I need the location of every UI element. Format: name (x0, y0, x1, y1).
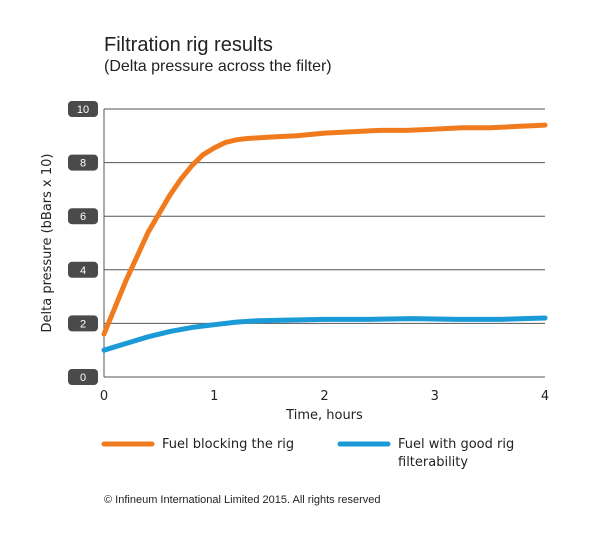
data-point (256, 318, 261, 323)
data-point (212, 322, 217, 327)
data-point (294, 133, 300, 138)
data-point (542, 122, 548, 128)
x-tick-label: 2 (320, 389, 328, 404)
x-tick-label: 0 (100, 389, 108, 404)
data-point (190, 325, 195, 330)
data-point (167, 192, 173, 197)
data-point (178, 176, 184, 181)
y-tick-label: 8 (80, 158, 86, 170)
data-point (410, 316, 415, 321)
data-point (112, 305, 118, 310)
chart-title: Filtration rig results (104, 34, 273, 56)
y-tick-badge (68, 261, 98, 278)
legend-label: Fuel with good rig filterability (398, 437, 514, 470)
y-tick-label: 0 (80, 372, 86, 384)
data-point (366, 317, 371, 322)
data-point (322, 317, 327, 322)
y-tick-badge (68, 315, 98, 332)
data-point (234, 319, 239, 325)
data-point (498, 317, 504, 322)
data-point (278, 317, 283, 323)
data-point (101, 331, 107, 337)
data-point (167, 329, 173, 334)
data-point (460, 125, 465, 130)
copyright-notice: © Infineum International Limited 2015. A… (104, 494, 381, 506)
data-point (156, 211, 162, 216)
y-tick-label: 10 (77, 104, 89, 116)
data-point (101, 348, 107, 353)
data-point (123, 341, 129, 346)
data-point (322, 130, 327, 136)
y-tick-label: 2 (80, 318, 86, 330)
data-point (542, 315, 548, 321)
legend-label: Fuel blocking the rig (162, 437, 294, 452)
series-line-1 (101, 122, 548, 337)
line-chart: 0 2 4 6 8 10 0 1 2 3 4 Time, hours Delta pressure (b… (40, 101, 549, 470)
y-tick-badge (68, 154, 98, 171)
data-point (515, 124, 520, 129)
data-point (145, 334, 151, 339)
chart-subtitle: (Delta pressure across the filter) (104, 58, 332, 75)
y-tick-label: 4 (80, 265, 86, 277)
y-axis-label: Delta pressure (bBars x 10) (40, 154, 55, 333)
y-tick-badge (68, 101, 98, 117)
data-point (123, 278, 129, 283)
x-tick-label: 4 (541, 389, 549, 404)
data-point (245, 136, 250, 141)
data-point (349, 129, 355, 134)
x-tick-label: 1 (210, 389, 218, 404)
data-point (145, 230, 151, 235)
y-tick-label: 6 (80, 211, 86, 223)
x-tick-label: 3 (431, 389, 439, 404)
data-point (212, 145, 217, 151)
data-point (454, 317, 459, 322)
data-point (487, 125, 493, 130)
data-point (267, 134, 272, 140)
data-point (234, 137, 239, 143)
series-line-2 (101, 315, 548, 353)
data-point (190, 163, 195, 168)
data-point (432, 126, 437, 132)
data-point (201, 152, 206, 157)
data-point (223, 140, 228, 145)
data-point (404, 128, 410, 133)
data-point (377, 128, 382, 133)
x-axis-label: Time, hours (285, 408, 363, 423)
y-tick-badge (68, 369, 98, 385)
data-point (134, 254, 140, 259)
y-tick-badge (68, 208, 98, 225)
